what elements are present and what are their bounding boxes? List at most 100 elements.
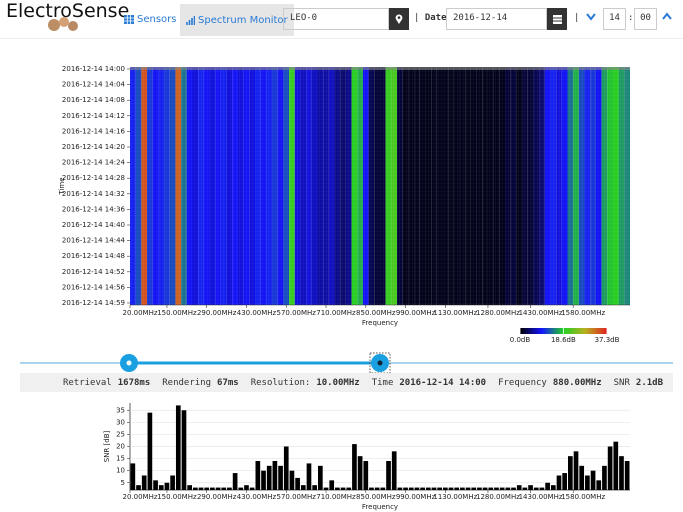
status-value: 10.00MHz	[316, 378, 359, 388]
bar	[579, 466, 584, 490]
bars-icon	[186, 16, 195, 25]
bar	[131, 463, 136, 490]
y-tick-label: 2016-12-14 14:00	[62, 65, 125, 73]
calendar-button[interactable]	[547, 8, 567, 30]
x-tick-label: 850.00MHz	[356, 493, 396, 501]
y-tick-label: 15	[116, 455, 125, 463]
bar	[318, 466, 323, 490]
bar	[210, 488, 215, 490]
y-tick-label: 2016-12-14 14:08	[62, 96, 125, 104]
y-tick-label: 2016-12-14 14:48	[62, 252, 125, 260]
nav-sensors[interactable]: Sensors	[118, 8, 183, 30]
y-tick-label: 2016-12-14 14:32	[62, 190, 125, 198]
status-value: 1678ms	[118, 378, 151, 388]
bar	[477, 488, 482, 490]
y-tick-label: 35	[116, 406, 125, 414]
bar	[591, 471, 596, 490]
bar	[403, 488, 408, 490]
date-input[interactable]: 2016-12-14	[446, 8, 547, 30]
bar	[608, 447, 613, 491]
bar	[273, 461, 278, 490]
y-tick-label: 25	[116, 430, 125, 438]
bar	[432, 488, 437, 490]
nav-spectrum[interactable]: Spectrum Monitor	[180, 4, 294, 36]
bar	[511, 488, 516, 490]
bar	[176, 405, 181, 490]
bar	[153, 480, 158, 490]
hour-down[interactable]	[586, 13, 596, 21]
y-tick-label: 2016-12-14 14:20	[62, 143, 125, 151]
slider-handle-start[interactable]	[120, 354, 138, 372]
hour-up[interactable]	[662, 12, 672, 20]
bar	[148, 413, 153, 490]
x-tick-label: 20.00MHz	[122, 309, 157, 317]
bar	[574, 451, 579, 490]
bar	[358, 456, 363, 490]
x-tick-label: 430.00MHz	[237, 309, 277, 317]
hour-input[interactable]: 14	[603, 8, 626, 30]
x-tick-label: 150.00MHz	[157, 493, 197, 501]
bar	[238, 488, 243, 490]
time-colon: :	[628, 13, 633, 23]
colorbar-label: 18.6dB	[551, 336, 576, 344]
bar	[261, 471, 266, 490]
bar	[534, 488, 539, 490]
y-tick-label: 2016-12-14 14:40	[62, 221, 125, 229]
y-tick-label: 2016-12-14 14:56	[62, 283, 126, 291]
bar	[375, 488, 380, 490]
x-tick-label: 990.00MHz	[396, 493, 436, 501]
y-tick-label: 10	[116, 467, 125, 475]
x-tick-label: 290.00MHz	[197, 309, 237, 317]
bar	[216, 488, 221, 490]
bar	[619, 456, 624, 490]
bar	[585, 476, 590, 491]
bar	[187, 485, 192, 490]
sensor-input[interactable]: LEO-0	[283, 8, 389, 30]
bar	[437, 488, 442, 490]
y-tick-label: 2016-12-14 14:12	[62, 112, 125, 120]
bar	[596, 480, 601, 490]
bar	[221, 488, 226, 490]
y-tick-label: 20	[116, 443, 125, 451]
bar	[199, 488, 204, 490]
y-tick-label: 2016-12-14 14:52	[62, 268, 125, 276]
slider-handle-end[interactable]	[370, 353, 390, 373]
status-label: SNR	[614, 378, 630, 388]
bar	[250, 488, 255, 490]
y-axis-label: SNR [dB]	[103, 430, 111, 462]
y-tick-label: 5	[121, 479, 125, 487]
bar	[443, 488, 448, 490]
bar	[369, 488, 374, 490]
status-label: Frequency	[498, 378, 547, 388]
status-value: 880.00MHz	[553, 378, 602, 388]
bar	[381, 488, 386, 490]
grid-icon	[124, 15, 134, 24]
bar	[449, 488, 454, 490]
bar	[562, 473, 567, 490]
bar	[613, 442, 618, 490]
bar	[233, 473, 238, 490]
x-tick-label: 850.00MHz	[356, 309, 396, 317]
x-tick-label: 290.00MHz	[197, 493, 237, 501]
bar	[506, 488, 511, 490]
bar	[540, 488, 545, 490]
x-tick-label: 990.00MHz	[396, 309, 436, 317]
date-label-text: Date	[425, 13, 447, 23]
bar	[335, 488, 340, 490]
bar	[545, 483, 550, 490]
status-value: 67ms	[217, 378, 239, 388]
bar	[352, 444, 357, 490]
status-label: Retrieval	[63, 378, 112, 388]
locate-button[interactable]	[389, 8, 409, 30]
bar	[568, 456, 573, 490]
minute-input[interactable]: 00	[634, 8, 657, 30]
bar	[204, 488, 209, 490]
status-label: Rendering	[162, 378, 211, 388]
y-tick-label: 2016-12-14 14:04	[62, 81, 126, 89]
bar	[278, 466, 283, 490]
bar	[136, 485, 141, 490]
bar	[170, 476, 175, 491]
bar	[415, 488, 420, 490]
x-tick-label: 20.00MHz	[122, 493, 157, 501]
x-tick-label: 710.00MHz	[316, 309, 356, 317]
